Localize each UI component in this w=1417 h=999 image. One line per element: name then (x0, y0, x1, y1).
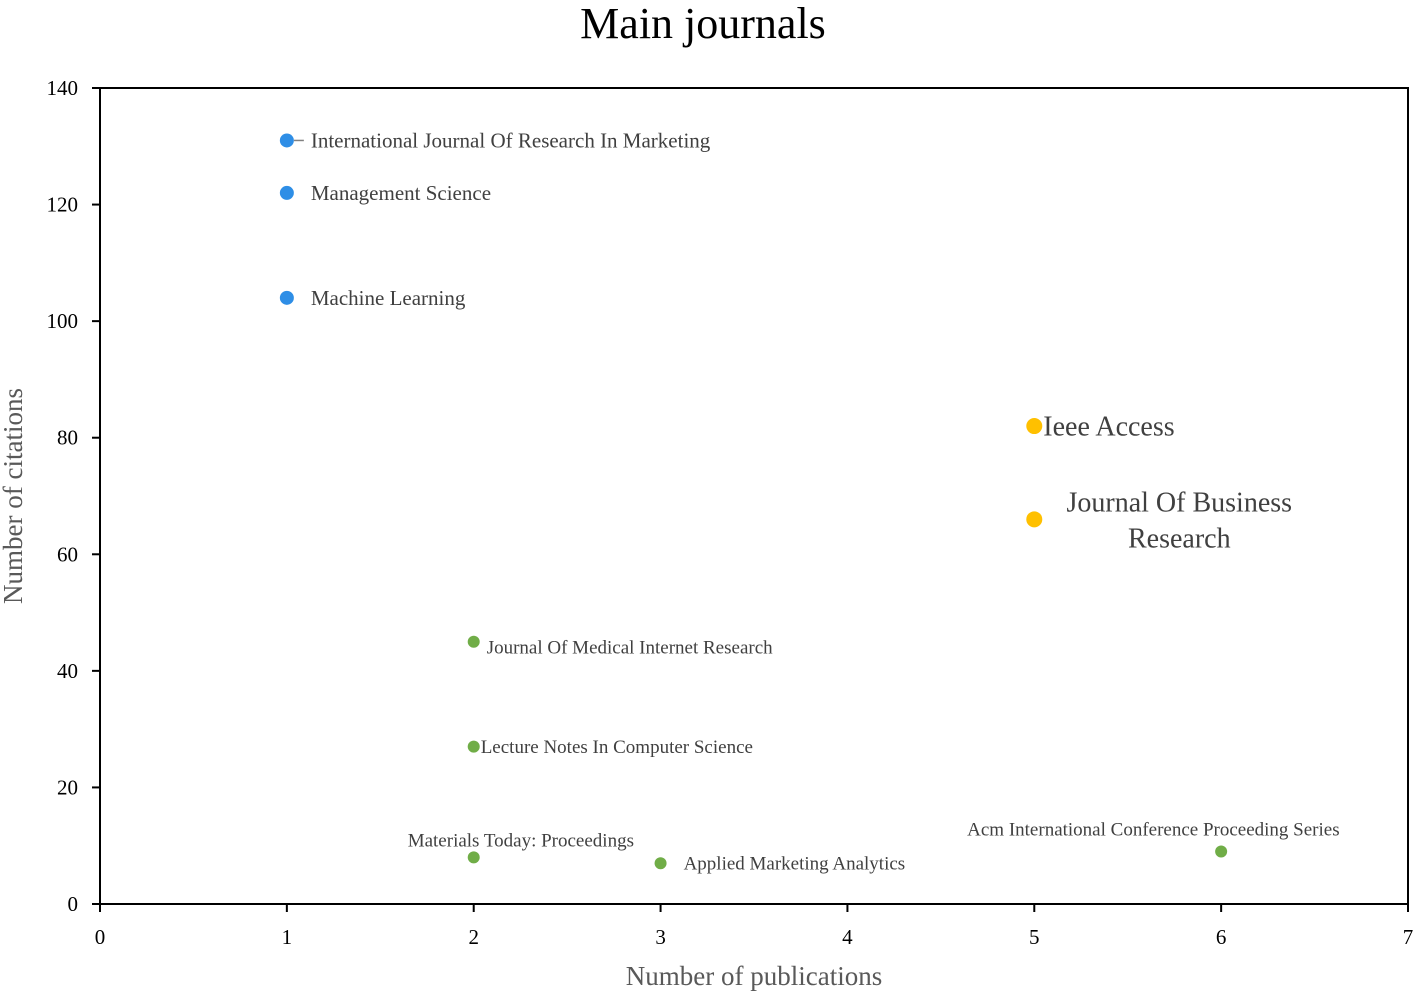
data-label: Management Science (311, 181, 491, 205)
y-tick-label: 40 (57, 659, 78, 683)
data-label: Ieee Access (1043, 411, 1174, 442)
y-tick-label: 80 (57, 426, 78, 450)
data-labels: International Journal Of Research In Mar… (311, 128, 1340, 874)
data-point (467, 635, 480, 648)
x-tick-label: 7 (1403, 925, 1414, 949)
data-points (279, 133, 1228, 870)
data-point (279, 185, 294, 200)
x-tick-label: 6 (1216, 925, 1227, 949)
data-label-line: Research (1128, 524, 1231, 555)
y-tick-label: 60 (57, 542, 78, 566)
x-tick-label: 3 (655, 925, 666, 949)
data-point (654, 857, 667, 870)
data-point (1026, 511, 1043, 528)
data-point (467, 740, 480, 753)
data-label: Journal Of Medical Internet Research (487, 637, 773, 658)
x-tick-label: 1 (282, 925, 293, 949)
data-label: Lecture Notes In Computer Science (481, 737, 753, 758)
data-label: Applied Marketing Analytics (684, 853, 906, 874)
x-tick-label: 5 (1029, 925, 1040, 949)
data-point (467, 851, 480, 864)
x-axis-label: Number of publications (626, 961, 882, 991)
y-tick-label: 100 (47, 309, 79, 333)
data-label: Machine Learning (311, 286, 466, 310)
x-tick-label: 2 (468, 925, 479, 949)
data-point (279, 290, 294, 305)
data-label: Journal Of Business Research (1067, 487, 1293, 554)
y-tick-label: 0 (68, 892, 79, 916)
x-tick-label: 0 (95, 925, 106, 949)
data-point (1026, 418, 1043, 435)
y-tick-label: 120 (47, 193, 79, 217)
y-axis: 0 20 40 60 80 100 120 140 (47, 76, 100, 916)
y-tick-label: 140 (47, 76, 79, 100)
chart-title: Main journals (580, 0, 826, 48)
x-tick-label: 4 (842, 925, 853, 949)
x-axis: 0 1 2 3 4 5 6 7 (95, 904, 1414, 949)
data-label: Acm International Conference Proceeding … (967, 820, 1339, 841)
y-tick-label: 20 (57, 775, 78, 799)
data-label: Materials Today: Proceedings (408, 830, 634, 851)
plot-area-frame (99, 87, 1409, 905)
data-point (1215, 845, 1228, 858)
data-label-line: Journal Of Business (1067, 487, 1293, 518)
y-axis-label: Number of citations (0, 388, 28, 604)
data-label: International Journal Of Research In Mar… (311, 128, 711, 152)
data-point (279, 133, 294, 148)
